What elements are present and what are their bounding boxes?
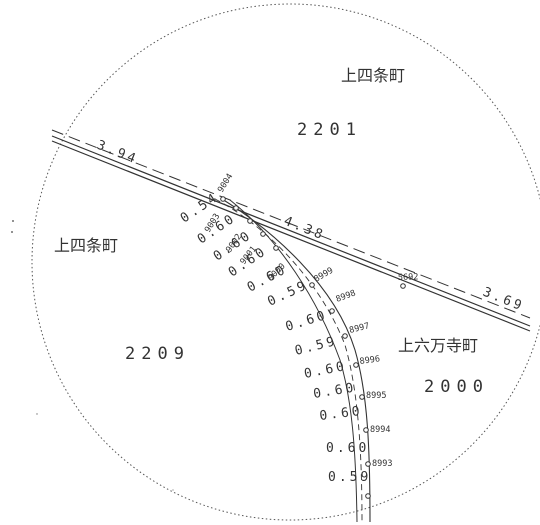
area-name-west: 上四条町 <box>54 236 118 255</box>
point-label-8995: 8995 <box>366 391 386 401</box>
area-name-north: 上四条町 <box>341 66 405 85</box>
road-distance-2: 4.38 <box>282 214 328 244</box>
survey-point-9002 <box>247 218 253 224</box>
curve-distance-7: 0.60 <box>284 308 330 335</box>
scan-speck-1 <box>12 220 14 222</box>
survey-point-5692 <box>400 283 406 289</box>
survey-point-9000 <box>273 245 279 251</box>
road-boundary-dashed <box>51 129 531 319</box>
point-label-8997: 8997 <box>348 321 370 336</box>
road-distance-1: 3.94 <box>95 138 141 168</box>
survey-point-curve-end <box>365 493 371 499</box>
lot-number-east: 2000 <box>424 377 489 397</box>
point-label-5692: 5692 <box>398 272 419 283</box>
survey-point-8995 <box>359 394 365 400</box>
survey-point-9004 <box>220 196 226 202</box>
curve-distance-12: 0.60 <box>326 441 369 456</box>
survey-point-9001 <box>260 231 266 237</box>
scan-speck-3 <box>36 413 38 415</box>
survey-point-8997 <box>342 333 348 339</box>
point-label-8994: 8994 <box>370 425 390 435</box>
point-label-8993: 8993 <box>372 459 392 469</box>
curve-distance-8: 0.59 <box>293 334 339 359</box>
survey-point-8993 <box>365 461 371 467</box>
survey-point-8999 <box>309 282 315 288</box>
curve-distance-13: 0.59 <box>328 470 371 485</box>
scan-speck-4 <box>172 489 174 491</box>
point-label-9004: 9004 <box>216 172 235 195</box>
curve-boundary-outer <box>229 199 358 523</box>
point-label-8996: 8996 <box>359 354 381 367</box>
lot-number-north: 2201 <box>297 120 362 140</box>
survey-point-8996 <box>353 362 359 368</box>
area-name-east: 上六万寺町 <box>398 336 478 355</box>
point-label-8998: 8998 <box>335 288 358 304</box>
scan-speck-2 <box>11 231 13 233</box>
lot-number-west: 2209 <box>125 344 190 364</box>
curve-boundary-main <box>221 198 371 523</box>
curve-distance-11: 0.60 <box>319 404 364 424</box>
survey-point-8994 <box>363 427 369 433</box>
survey-point-9003 <box>233 205 239 211</box>
map-boundary-circle <box>31 3 540 521</box>
curve-distance-9: 0.60 <box>303 359 348 382</box>
curve-distance-10: 0.60 <box>312 380 357 402</box>
road-boundary-solid <box>51 135 531 327</box>
survey-point-8998 <box>329 308 335 314</box>
point-label-8999: 8999 <box>313 266 336 285</box>
road-boundary-solid-2 <box>51 140 531 332</box>
curve-boundary-inner <box>214 198 363 523</box>
road-distance-3: 3.69 <box>481 285 527 315</box>
